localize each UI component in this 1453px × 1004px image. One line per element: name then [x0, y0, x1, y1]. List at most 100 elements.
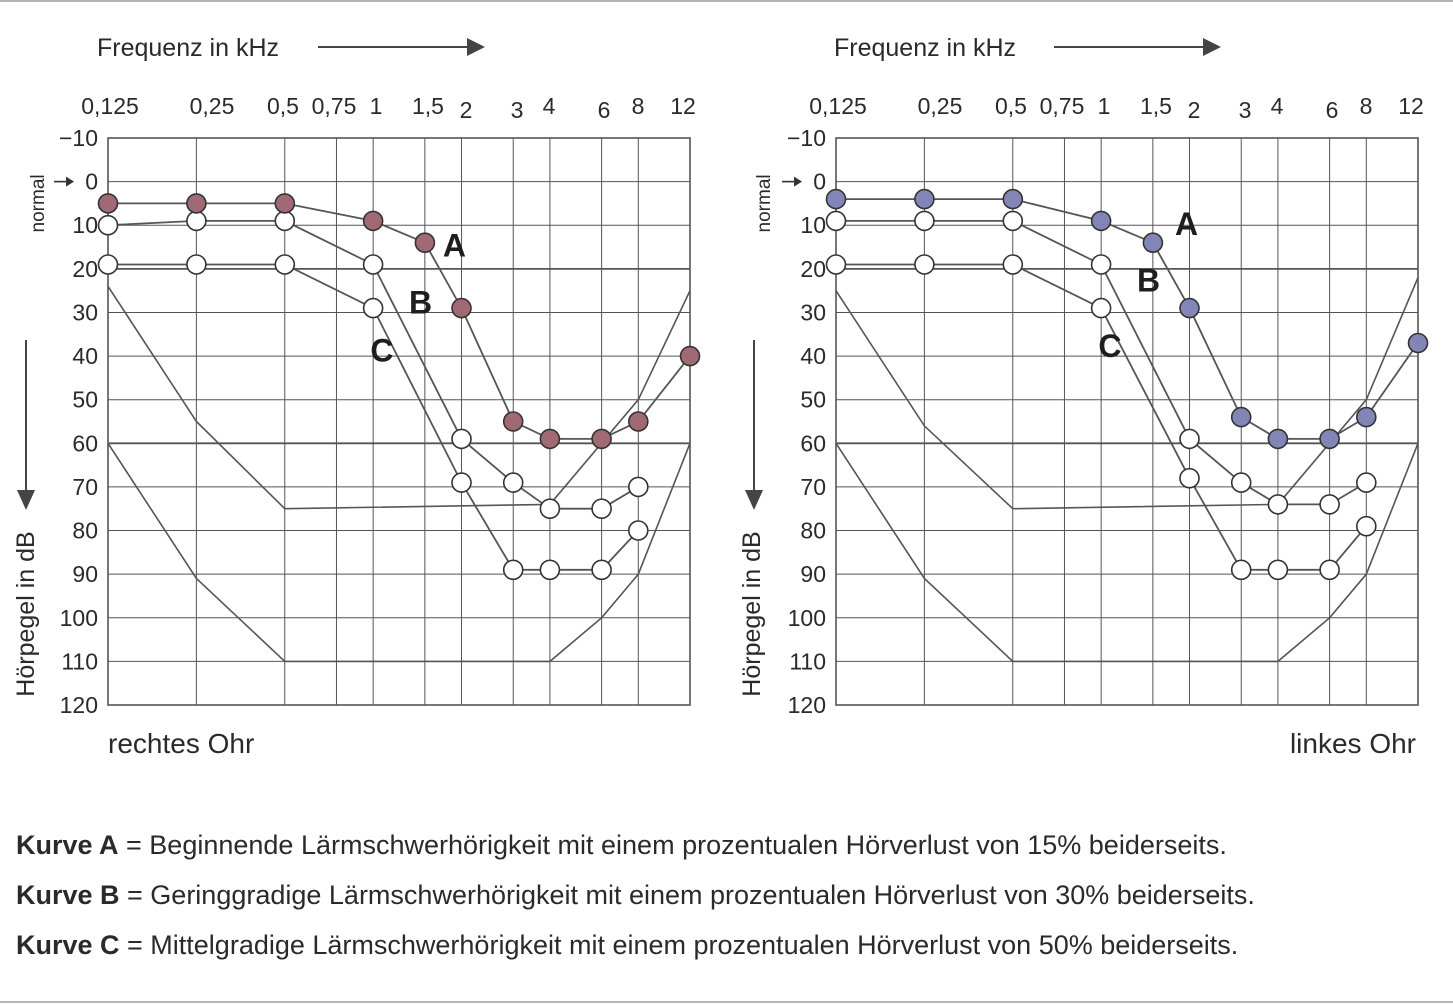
curve-c-point [1230, 559, 1252, 581]
boundary-curve-2 [107, 442, 691, 663]
y-tick-label: 90 [72, 561, 98, 587]
x-tick-label: 0,25 [190, 93, 235, 119]
plot-frame [107, 137, 691, 706]
boundary-curve-1 [107, 285, 691, 510]
curve-label-c: C [1098, 328, 1121, 364]
x-tick-label: 1,5 [1140, 93, 1172, 119]
x-tick-label: 6 [598, 97, 611, 123]
curve-b-point [1002, 210, 1024, 232]
curve-b-point [1230, 472, 1252, 493]
x-tick-label: 2 [1188, 97, 1201, 123]
curve-b-point [186, 210, 207, 232]
curve-c-point [186, 254, 207, 275]
x-tick-label: 6 [1326, 97, 1339, 123]
curve-a-point [274, 193, 296, 214]
ear-label: rechtes Ohr [108, 728, 254, 759]
curve-a-line [836, 198, 1419, 440]
curve-b-point [1267, 494, 1289, 515]
y-tick-label: 20 [800, 256, 826, 282]
curve-a-point [1407, 332, 1429, 354]
curve-a-point [1356, 406, 1377, 428]
curve-b-point [451, 428, 472, 450]
y-tick-label: 90 [800, 561, 826, 587]
curve-a-point [186, 193, 207, 214]
x-axis-title: Frequenz in kHz [834, 34, 1016, 62]
x-tick-label: 0,75 [1040, 93, 1085, 119]
y-tick-label: 60 [72, 430, 98, 456]
normal-label: normal [754, 174, 775, 232]
legend-row-c: Kurve C = Mittelgradige Lärmschwerhörigk… [16, 922, 1436, 972]
legend-key-b: Kurve B [16, 880, 120, 910]
x-tick-label: 3 [511, 97, 524, 123]
curve-b-point [97, 214, 119, 236]
curve-b-point [1356, 472, 1377, 493]
curve-a-point [1142, 232, 1164, 253]
curve-c-point [591, 559, 612, 581]
y-tick-label: 100 [788, 605, 826, 631]
y-tick-label: −10 [787, 125, 826, 151]
x-tick-label: 0,25 [918, 93, 963, 119]
curve-c-point [539, 559, 561, 581]
curve-b-point [627, 476, 649, 498]
y-tick-label: 80 [800, 518, 826, 544]
curve-a-point [1090, 210, 1112, 232]
curve-b-point [362, 254, 384, 275]
y-tick-label: 80 [72, 518, 98, 544]
y-tick-label: 0 [85, 169, 98, 195]
curve-b-point [1090, 254, 1112, 275]
y-tick-label: 110 [61, 648, 98, 674]
x-tick-label: 0,75 [312, 93, 357, 119]
y-tick-label: 110 [789, 648, 826, 674]
curve-label-b: B [409, 284, 432, 320]
curve-c-point [1356, 515, 1377, 537]
curve-label-c: C [370, 332, 393, 368]
x-axis-arrow-head [1203, 38, 1221, 56]
ear-label: linkes Ohr [1290, 728, 1416, 759]
legend-row-b: Kurve B = Geringgradige Lärmschwerhörigk… [16, 872, 1436, 922]
curve-c-point [627, 520, 649, 541]
curve-c-point [274, 254, 296, 275]
curve-a-point [679, 345, 701, 367]
curve-b-point [274, 210, 296, 232]
curve-a-point [1267, 428, 1289, 450]
curve-a-point [591, 428, 612, 450]
y-tick-label: 100 [60, 605, 98, 631]
legend-text-a: = Beginnende Lärmschwerhörigkeit mit ein… [118, 830, 1227, 860]
curve-label-a: A [443, 228, 466, 264]
curve-a-line [108, 202, 691, 440]
curve-a-point [414, 232, 436, 253]
legend-key-a: Kurve A [16, 830, 119, 860]
y-tick-label: 20 [72, 256, 98, 282]
x-tick-label: 12 [1398, 93, 1424, 119]
curve-a-point [502, 411, 524, 432]
top-border [0, 0, 1453, 2]
boundary-curve-2 [835, 442, 1419, 663]
curve-b-point [539, 498, 561, 520]
x-tick-label: 12 [670, 93, 696, 119]
curve-c-point [362, 297, 384, 319]
y-tick-label: 70 [72, 474, 98, 500]
curve-a-point [1002, 188, 1024, 210]
y-tick-label: 40 [800, 343, 826, 369]
x-tick-label: 8 [632, 93, 645, 119]
curve-a-point [1230, 406, 1252, 428]
curve-c-point [1179, 467, 1200, 489]
y-axis-arrow-head [745, 490, 763, 510]
legend-key-c: Kurve C [16, 930, 120, 960]
curve-a-point [97, 193, 119, 214]
curve-c-point [451, 472, 472, 493]
curve-b-point [502, 472, 524, 493]
normal-arrow-head [66, 176, 74, 187]
x-axis-arrow-head [467, 38, 485, 56]
x-tick-label: 1 [370, 93, 383, 119]
curve-a-point [914, 188, 935, 210]
curve-a-point [539, 428, 561, 450]
boundary-curve-1 [835, 277, 1419, 510]
x-tick-label: 3 [1239, 97, 1252, 123]
legend: Kurve A = Beginnende Lärmschwerhörigkeit… [16, 822, 1436, 972]
curve-label-b: B [1137, 263, 1160, 299]
curve-b-point [825, 210, 847, 232]
curve-b-point [1179, 428, 1200, 450]
